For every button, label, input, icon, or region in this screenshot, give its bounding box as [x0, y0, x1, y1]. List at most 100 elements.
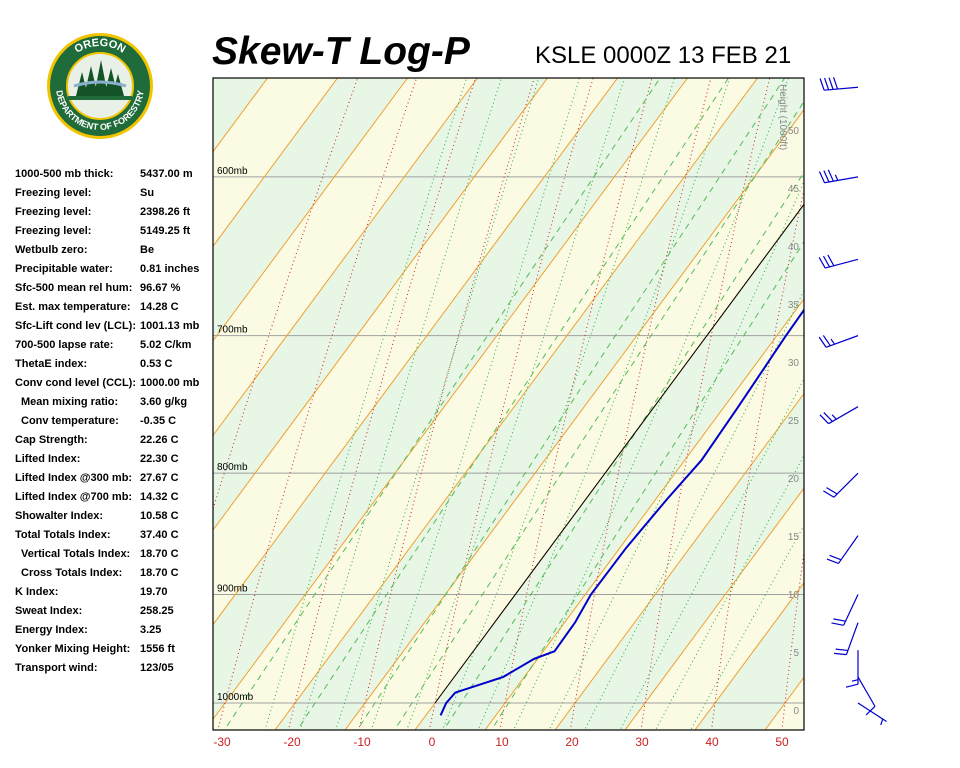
wind-barb-half — [834, 174, 839, 181]
pressure-label: 800mb — [217, 462, 248, 473]
svg-text:OREGON: OREGON — [73, 37, 128, 56]
wind-barb — [831, 594, 859, 626]
mixing-ratio-line — [443, 171, 804, 730]
stat-value: 0.53 C — [140, 358, 173, 370]
wind-barb-full — [826, 487, 838, 495]
stat-row: Lifted Index @300 mb: 27.67 C — [15, 472, 215, 491]
mixing-ratio-line — [393, 100, 804, 730]
wind-barb-half — [880, 718, 884, 726]
x-tick-label: -20 — [283, 735, 301, 749]
wind-barb-staff — [833, 472, 859, 498]
x-tick-label: 30 — [635, 735, 649, 749]
height-tick-label: 15 — [788, 532, 800, 543]
stat-label: 700-500 lapse rate: — [15, 339, 114, 351]
stat-label: Vertical Totals Index: — [21, 548, 131, 560]
height-tick-label: 35 — [788, 300, 800, 311]
logo-top-text: OREGON — [73, 37, 128, 56]
temperature-band — [820, 25, 960, 750]
stat-row: Sfc-500 mean rel hum: 96.67 % — [15, 282, 215, 301]
stat-label: Precipitable water: — [15, 263, 113, 275]
height-tick-label: 45 — [788, 184, 800, 195]
wind-barb-staff — [824, 86, 859, 91]
dry-adiabat — [428, 78, 594, 730]
zero-isotherm-line — [434, 203, 804, 704]
height-tick-label: 5 — [793, 648, 799, 659]
wind-barb-full — [827, 169, 834, 182]
wind-barb-staff — [828, 406, 859, 425]
stat-value: 27.67 C — [140, 472, 179, 484]
mixing-ratio-line — [356, 78, 786, 730]
pressure-label: 600mb — [217, 166, 248, 177]
wind-barb-full — [818, 171, 826, 183]
stat-row: Total Totals Index: 37.40 C — [15, 529, 215, 548]
height-tick-label: 25 — [788, 416, 800, 427]
mixing-ratio-line — [296, 78, 730, 730]
wind-barb-full — [819, 414, 829, 425]
stat-value: 2398.26 ft — [140, 206, 191, 218]
stat-value: 96.67 % — [140, 282, 181, 294]
dry-adiabat — [640, 78, 771, 730]
wind-barb-staff — [825, 335, 859, 348]
stat-row: Cap Strength: 22.26 C — [15, 434, 215, 453]
stat-value: 5149.25 ft — [140, 225, 191, 237]
stat-row: Sfc-Lift cond lev (LCL): 1001.13 mb — [15, 320, 215, 339]
stat-row: K Index: 19.70 — [15, 586, 215, 605]
stat-row: Freezing level: Su — [15, 187, 215, 206]
pressure-label: 900mb — [217, 583, 248, 594]
x-tick-label: 10 — [495, 735, 509, 749]
wind-barb-staff — [857, 676, 876, 707]
moist-adiabat — [335, 78, 540, 730]
wind-barb-full — [834, 652, 847, 656]
station-time-label: KSLE 0000Z 13 FEB 21 — [535, 42, 792, 69]
wind-barb — [818, 254, 859, 269]
stat-label: Freezing level: — [15, 187, 92, 199]
isotherm-line — [213, 78, 479, 437]
wind-barb-full — [824, 77, 830, 90]
wind-barb-full — [833, 618, 846, 622]
wind-barb-staff — [838, 535, 859, 564]
x-tick-label: 0 — [429, 735, 436, 749]
wind-barb-half — [830, 338, 836, 345]
wind-barb — [819, 77, 859, 91]
stat-label: Cap Strength: — [15, 434, 88, 446]
stat-label: Sfc-Lift cond lev (LCL): — [15, 320, 136, 332]
wind-barb-full — [832, 77, 839, 90]
wind-barb-full — [822, 335, 831, 347]
stat-row: Freezing level: 5149.25 ft — [15, 225, 215, 244]
stat-row: Transport wind: 123/05 — [15, 662, 215, 681]
pressure-label: 1000mb — [217, 692, 254, 703]
dry-adiabat — [217, 78, 418, 730]
wind-barb-full — [828, 77, 834, 90]
isotherm-line — [624, 487, 804, 730]
stat-row: Showalter Index: 10.58 C — [15, 510, 215, 529]
x-tick-label: -30 — [213, 735, 231, 749]
isotherm-line — [0, 25, 237, 750]
wind-barb — [845, 650, 859, 688]
stat-row: Lifted Index @700 mb: 14.32 C — [15, 491, 215, 510]
stat-label: Conv temperature: — [21, 415, 119, 427]
wind-barb — [823, 472, 859, 498]
stat-label: Energy Index: — [15, 624, 88, 636]
isotherm-line — [213, 78, 619, 626]
stat-value: 3.60 g/kg — [140, 396, 188, 408]
stat-row: Energy Index: 3.25 — [15, 624, 215, 643]
isotherm-line — [0, 25, 97, 750]
height-tick-label: 30 — [788, 358, 800, 369]
wind-barb-full — [829, 554, 842, 561]
isotherm-line — [213, 78, 689, 721]
stat-label: Freezing level: — [15, 206, 92, 218]
stat-row: 1000-500 mb thick: 5437.00 m — [15, 168, 215, 187]
wind-barb — [826, 535, 859, 565]
wind-barb — [857, 702, 887, 726]
moist-adiabat — [690, 524, 804, 730]
stat-row: Vertical Totals Index: 18.70 C — [15, 548, 215, 567]
chart-title: Skew-T Log-P — [212, 30, 470, 73]
wind-barb-full — [818, 256, 826, 269]
mixing-ratio-line — [490, 240, 804, 730]
dry-adiabat — [569, 78, 712, 730]
stat-value: 18.70 C — [140, 548, 179, 560]
isotherm-line — [213, 78, 269, 153]
stat-row: Lifted Index: 22.30 C — [15, 453, 215, 472]
stat-row: Yonker Mixing Height: 1556 ft — [15, 643, 215, 662]
stat-value: 14.28 C — [140, 301, 179, 313]
